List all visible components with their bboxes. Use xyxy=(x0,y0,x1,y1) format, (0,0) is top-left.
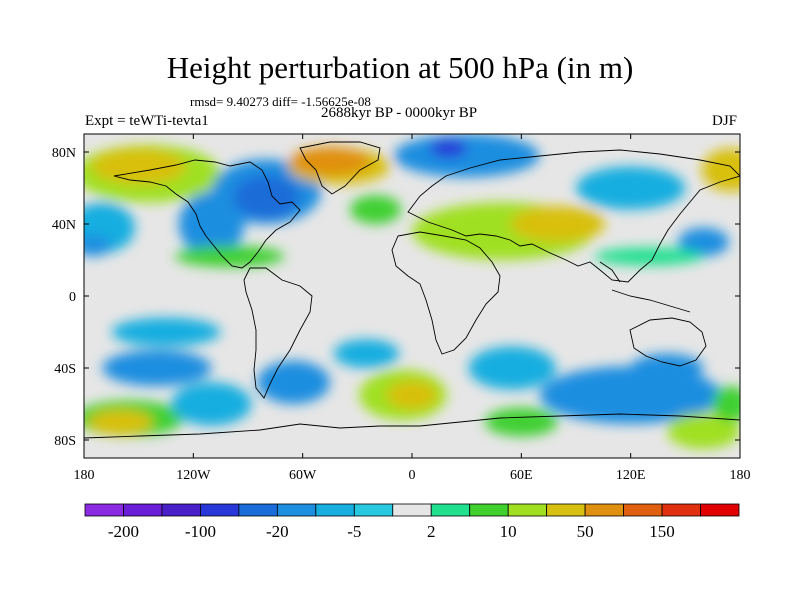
anomaly-region-14 xyxy=(510,206,606,242)
coastline-africa xyxy=(391,231,501,355)
anomaly-region-22 xyxy=(87,409,154,435)
colorbar-swatch xyxy=(700,503,740,517)
anomaly-region-29 xyxy=(484,407,558,437)
x-tick-label: 0 xyxy=(409,468,416,483)
colorbar-swatch xyxy=(161,503,201,517)
x-tick-label: 60W xyxy=(289,468,317,483)
anomaly-region-24 xyxy=(257,360,330,404)
colorbar-swatch xyxy=(507,503,548,517)
colorbar-label: -200 xyxy=(108,522,139,541)
anomaly-region-20 xyxy=(102,350,212,386)
colorbar-swatch xyxy=(430,503,471,517)
anomaly-region-12 xyxy=(430,139,467,158)
anomaly-region-9 xyxy=(175,245,285,268)
y-tick-label: 80S xyxy=(54,434,76,449)
x-axis: 180 120W 60W 0 60E 120E 180 xyxy=(74,134,751,483)
anomaly-region-6 xyxy=(233,175,300,219)
coastline-greenland xyxy=(299,141,381,195)
colorbar-swatch xyxy=(469,503,509,517)
y-tick-label: 40N xyxy=(52,218,76,233)
coastline-antarctica xyxy=(84,413,740,439)
colorbar-label: 10 xyxy=(500,522,517,541)
y-tick-label: 80N xyxy=(52,146,76,161)
anomaly-region-27 xyxy=(386,380,438,410)
colorbar: -200 -100 -20 -5 2 10 50 150 xyxy=(84,503,740,541)
anomaly-region-16 xyxy=(678,227,730,257)
colorbar-swatch xyxy=(623,503,663,517)
stats-subtitle: rmsd= 9.40273 diff= -1.56625e-08 xyxy=(190,94,371,109)
anomaly-region-31 xyxy=(630,353,704,383)
colorbar-label: 150 xyxy=(649,522,675,541)
colorbar-swatch xyxy=(584,503,624,517)
colorbar-swatch xyxy=(123,503,163,517)
plot-area xyxy=(83,133,741,459)
anomaly-region-32 xyxy=(667,413,740,449)
anomaly-region-8 xyxy=(289,146,371,176)
experiment-label: Expt = teWTi-tevta1 xyxy=(85,113,209,129)
colorbar-swatch xyxy=(546,503,586,517)
coastline-australia xyxy=(629,317,707,367)
anomaly-region-17 xyxy=(701,148,740,192)
anomaly-region-15 xyxy=(576,166,686,210)
colorbar-label: -20 xyxy=(266,522,289,541)
colorbar-label: 2 xyxy=(427,522,436,541)
anomaly-region-19 xyxy=(111,317,221,347)
anomaly-region-25 xyxy=(333,339,400,368)
colorbar-label: 50 xyxy=(577,522,594,541)
coastline-europe-asia xyxy=(407,149,740,283)
anomaly-region-33 xyxy=(712,386,740,422)
period-subtitle: 2688kyr BP - 0000kyr BP xyxy=(321,105,478,121)
colorbar-label: -5 xyxy=(347,522,361,541)
x-tick-label: 180 xyxy=(74,468,95,483)
x-tick-label: 180 xyxy=(730,468,751,483)
anomaly-field xyxy=(84,134,740,449)
colorbar-swatch xyxy=(392,503,432,517)
anomaly-region-1 xyxy=(84,234,112,257)
coastline-north-america xyxy=(113,159,301,269)
colorbar-swatch xyxy=(238,503,278,517)
y-axis: 80N 40N 0 40S 80S xyxy=(52,146,740,449)
x-tick-label: 60E xyxy=(510,468,533,483)
anomaly-region-3 xyxy=(91,148,187,185)
colorbar-swatch xyxy=(200,503,240,517)
anomaly-region-18 xyxy=(594,247,704,266)
x-tick-label: 120E xyxy=(616,468,646,483)
colorbar-label: -100 xyxy=(185,522,216,541)
y-tick-label: 40S xyxy=(54,362,76,377)
chart-title: Height perturbation at 500 hPa (in m) xyxy=(166,50,634,85)
season-label: DJF xyxy=(712,113,738,129)
colorbar-swatch xyxy=(276,503,317,517)
anomaly-region-28 xyxy=(468,346,556,390)
anomaly-region-11 xyxy=(393,134,540,178)
y-tick-label: 0 xyxy=(69,290,76,305)
anomaly-region-23 xyxy=(171,382,252,426)
coastline-south-america xyxy=(243,267,313,399)
anomaly-region-10 xyxy=(350,195,402,225)
colorbar-swatch xyxy=(315,503,355,517)
colorbar-swatch xyxy=(661,503,701,517)
colorbar-swatch xyxy=(353,503,394,517)
x-tick-label: 120W xyxy=(176,468,211,483)
colorbar-swatch xyxy=(84,503,124,517)
coastline-maritime-continent xyxy=(599,261,691,313)
coastlines xyxy=(84,141,740,439)
